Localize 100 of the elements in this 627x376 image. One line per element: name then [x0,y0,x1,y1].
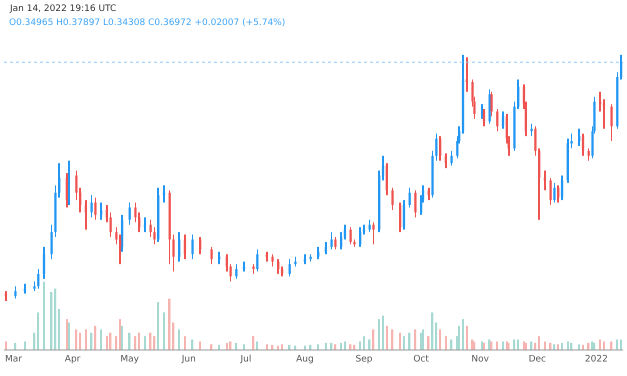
bar [178,329,180,350]
bar [5,342,7,350]
bar [378,319,380,350]
bar [431,312,434,350]
bar [75,329,78,350]
bar [403,336,405,350]
bar [538,336,540,350]
bar [553,344,556,350]
bar [199,342,201,350]
bar [420,332,422,350]
x-tick-label: Nov [471,354,490,364]
bar [525,342,527,350]
bar [570,342,572,350]
bar [427,336,430,350]
bar [523,342,525,350]
bar [252,336,254,350]
candlestick [466,57,468,92]
bar [144,336,146,350]
bar [567,342,569,350]
bar [68,322,70,350]
x-tick-label: Apr [64,354,81,364]
bar [502,342,504,350]
bar [317,344,320,350]
bar [549,342,552,350]
bar [288,344,290,350]
bar [229,342,232,350]
bar [616,340,618,350]
bar [462,319,464,350]
bar [439,329,441,350]
bar [368,340,370,350]
bar [372,329,374,350]
bar [458,326,460,350]
bar [517,340,520,350]
bar [66,319,68,350]
bar [243,344,245,350]
bar [561,342,563,350]
bar [530,342,532,350]
x-tick-label: Jul [239,354,252,364]
x-tick-label: Jun [180,354,196,364]
bar [54,288,56,350]
bar [163,312,165,350]
bar [399,332,401,350]
bar [587,342,590,350]
bar [79,332,81,350]
bar [218,344,220,350]
bar [106,336,108,350]
bar [386,326,388,350]
bar [599,340,601,350]
x-tick-label: Aug [296,354,314,364]
bar [271,344,274,350]
bar [157,302,160,350]
chart-subtitle: O0.34965 H0.37897 L0.34308 C0.36972 +0.02007 (+5.74%) [9,18,286,28]
bar [121,326,123,350]
bar [544,342,546,350]
bar [128,332,130,350]
bar [184,336,186,350]
bar [210,344,212,350]
bar [330,342,332,350]
bar [168,298,170,350]
x-tick-label: Sep [355,354,373,364]
bar [363,336,365,350]
bar [266,344,268,350]
bar [344,342,346,350]
bar [191,340,194,350]
bar [50,292,52,350]
bar [603,342,605,350]
bar [58,308,60,350]
x-tick-label: 2022 [584,354,608,364]
bar [235,342,238,350]
bar [109,332,112,350]
bar [94,326,96,350]
bar [422,329,424,350]
x-tick-label: May [120,354,140,364]
bar [149,332,152,350]
bar [100,329,102,350]
bar [226,342,228,350]
bar [90,332,92,350]
bar [294,346,296,350]
bar [85,329,87,350]
bar [450,340,452,350]
bar [359,342,361,350]
bar [534,342,536,350]
bar [304,346,306,350]
x-tick-label: Dec [528,354,546,364]
bar [610,342,612,350]
bar [349,344,352,350]
bar [37,312,40,350]
bar [340,342,342,350]
bar [277,346,280,350]
bar [582,344,584,350]
bar [24,342,26,350]
bar [620,340,622,350]
bar [325,342,327,350]
bar [408,332,410,350]
bar [496,342,498,350]
bar [578,344,580,350]
bar [445,336,447,350]
chart-title: Jan 14, 2022 19:16 UTC [9,4,116,14]
bar [138,332,140,350]
bar [557,344,559,350]
